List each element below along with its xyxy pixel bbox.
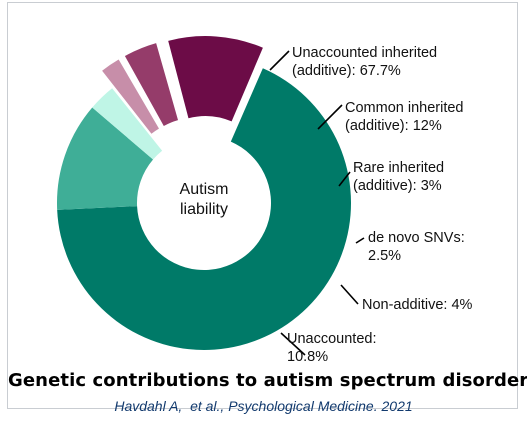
leader-line-rare-inherited — [338, 171, 351, 187]
slice-unaccounted — [168, 36, 263, 122]
slice-label-unaccounted-inherited-line-1: Unaccounted inherited — [292, 45, 437, 61]
center-label-line-2: liability — [180, 201, 228, 218]
slice-label-rare-inherited-line-2: (additive): 3% — [353, 178, 442, 194]
slice-label-common-inherited-line-2: (additive): 12% — [345, 118, 442, 134]
slice-labels: Unaccounted inherited (additive): 67.7% Co… — [287, 45, 473, 365]
leader-line-unaccounted-inherited — [269, 50, 290, 71]
donut-chart: Unaccounted inherited (additive): 67.7% Co… — [56, 36, 473, 365]
leader-line-de-novo-snvs — [355, 237, 365, 244]
slice-label-unaccounted-line-2: 10.8% — [287, 349, 328, 365]
slices — [56, 36, 351, 350]
slice-label-unaccounted-line-1: Unaccounted: — [287, 331, 376, 347]
leader-line-common-inherited — [317, 104, 343, 130]
slice-common-inherited — [56, 107, 154, 210]
leader-line-non-additive — [340, 284, 359, 305]
slice-rare-inherited — [92, 88, 163, 160]
slice-non-additive — [124, 43, 179, 126]
slice-unaccounted-inherited — [57, 68, 351, 350]
slice-label-de-novo-snvs-line-1: de novo SNVs: — [368, 230, 465, 246]
slice-label-common-inherited-line-1: Common inherited — [345, 100, 463, 116]
slice-label-unaccounted-inherited-line-2: (additive): 67.7% — [292, 63, 401, 79]
leader-line-unaccounted — [280, 332, 306, 356]
figure-citation: Havdahl A, et al., Psychological Medicin… — [114, 398, 413, 414]
slice-label-rare-inherited-line-1: Rare inherited — [353, 160, 444, 176]
center-label-line-1: Autism — [180, 181, 229, 198]
figure-frame — [7, 2, 518, 409]
figure-title: Genetic contributions to autism spectrum… — [8, 370, 527, 391]
leader-lines — [269, 50, 365, 356]
slice-label-non-additive-line-1: Non-additive: 4% — [362, 297, 473, 313]
slice-label-de-novo-snvs-line-2: 2.5% — [368, 248, 401, 264]
slice-de-novo-snvs — [102, 59, 159, 134]
